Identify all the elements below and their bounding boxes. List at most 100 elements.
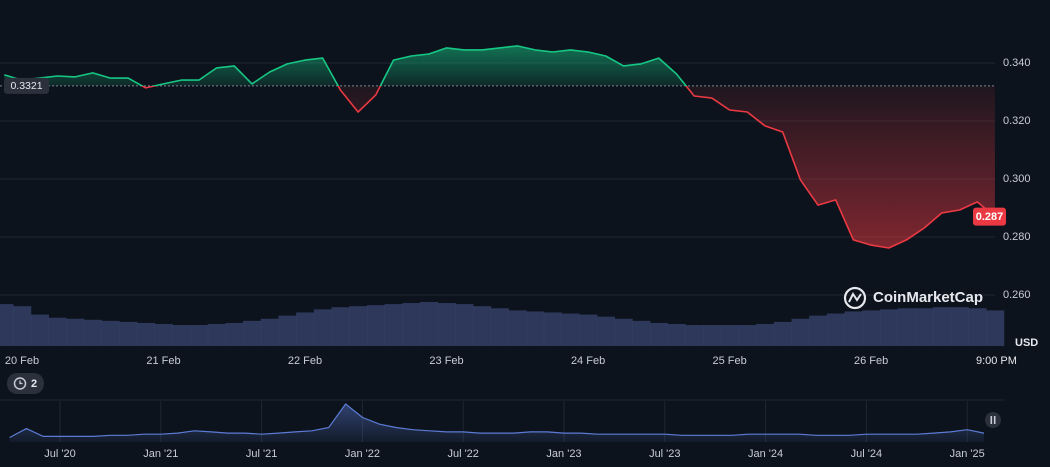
y-tick-label: 0.320 <box>1003 115 1031 127</box>
pause-bar <box>990 416 993 424</box>
volume-bar <box>791 318 810 346</box>
volume-bar <box>366 305 386 346</box>
x-tick-label: 20 Feb <box>5 355 39 367</box>
navigator-pause[interactable] <box>985 412 1001 428</box>
watermark-logo <box>843 286 867 310</box>
price-line <box>4 45 996 249</box>
navigator-label: Jul '23 <box>649 448 680 460</box>
x-tick-label: 23 Feb <box>429 355 463 367</box>
volume-bar <box>579 314 598 346</box>
volume-bar <box>313 309 332 346</box>
volume-bar <box>190 325 209 346</box>
volume-bar <box>0 304 14 346</box>
volume-bar <box>649 322 669 346</box>
volume-bar <box>13 306 32 346</box>
volume-bar <box>667 324 686 346</box>
baseline-label: 0.3321 <box>10 80 42 92</box>
navigator-line <box>9 403 985 439</box>
badge-count: 2 <box>31 378 37 390</box>
volume-bar <box>614 318 633 346</box>
volume-bar <box>950 307 969 346</box>
alerts-badge[interactable]: 2 <box>7 373 44 394</box>
navigator-label: Jul '21 <box>246 448 277 460</box>
watermark-logo-mark <box>848 292 862 303</box>
y-tick-label: 0.300 <box>1003 173 1031 185</box>
volume-bar <box>455 304 474 346</box>
volume-bar <box>720 325 739 346</box>
x-tick-label: 9:00 PM <box>976 355 1017 367</box>
navigator-label: Jan '23 <box>546 448 581 460</box>
volume-bar <box>349 306 368 346</box>
navigator-label: Jul '20 <box>44 448 75 460</box>
navigator-label: Jan '24 <box>748 448 783 460</box>
volume-bar <box>66 318 85 346</box>
volume-bar <box>473 306 492 346</box>
volume-bar <box>879 309 899 346</box>
volume-bar <box>437 303 456 346</box>
price <box>0 45 996 249</box>
volume-bar <box>844 311 863 346</box>
navigator-label: Jul '22 <box>447 448 478 460</box>
volume-bar <box>278 315 297 346</box>
volume-bar <box>30 314 49 346</box>
volume-bar <box>172 325 191 346</box>
volume-bar <box>296 312 315 346</box>
navigator-label: Jan '25 <box>950 448 985 460</box>
volume-bar <box>48 317 67 346</box>
x-tick-label: 24 Feb <box>571 355 605 367</box>
volume-bar <box>809 315 828 346</box>
volume-bar <box>490 308 509 346</box>
volume-bar <box>119 321 138 346</box>
volume-bar <box>915 308 934 346</box>
watermark-text: CoinMarketCap <box>873 289 983 306</box>
volume-bar <box>543 312 562 346</box>
volume-bar <box>773 321 792 346</box>
volume-bar <box>225 322 244 346</box>
baseline-label-bg <box>4 77 49 94</box>
volume-bar <box>526 311 545 346</box>
last-price-label: 0.287 <box>976 211 1004 223</box>
volume-bar <box>703 325 722 346</box>
volume-bar <box>101 320 120 346</box>
navigator-label: Jul '24 <box>851 448 882 460</box>
badge-icon-hand <box>19 380 23 385</box>
last-price-bg <box>973 207 1006 226</box>
volume-bar <box>384 304 403 346</box>
volume <box>0 302 1005 346</box>
navigator: Jul '20 Jan '21 Jul '21 Jan '22 Jul '22 Jan '… <box>9 401 985 460</box>
volume-bar <box>632 320 651 346</box>
navigator-area <box>9 404 985 442</box>
x-tick-label: 26 Feb <box>854 355 888 367</box>
volume-bar <box>331 307 350 346</box>
y-tick-label: 0.280 <box>1003 231 1031 243</box>
volume-bar <box>738 325 757 346</box>
x-tick-label: 21 Feb <box>146 355 180 367</box>
y-tick-label: 0.340 <box>1003 57 1031 69</box>
volume-bar <box>968 308 987 346</box>
y-tick-label: 0.260 <box>1003 289 1031 301</box>
volume-bar <box>136 322 156 346</box>
volume-bar <box>826 313 845 346</box>
volume-bar <box>83 319 102 346</box>
navigator-label: Jan '22 <box>345 448 380 460</box>
volume-bar <box>862 310 881 346</box>
volume-bar <box>420 302 439 346</box>
volume-bar <box>508 310 527 346</box>
volume-bar <box>756 324 775 346</box>
volume-bar <box>596 316 616 346</box>
pause-bg[interactable] <box>985 412 1001 428</box>
volume-bar <box>207 324 226 346</box>
x-tick-label: 22 Feb <box>288 355 322 367</box>
volume-bar <box>933 307 952 346</box>
volume-bar <box>402 303 421 346</box>
pause-bar <box>993 416 996 424</box>
volume-bar <box>154 324 173 346</box>
watermark: CoinMarketCap <box>843 286 983 310</box>
volume-bar <box>986 310 1005 346</box>
navigator-label: Jan '21 <box>143 448 178 460</box>
x-tick-label: 25 Feb <box>712 355 746 367</box>
volume-bar <box>897 308 916 346</box>
price-area <box>4 45 995 249</box>
